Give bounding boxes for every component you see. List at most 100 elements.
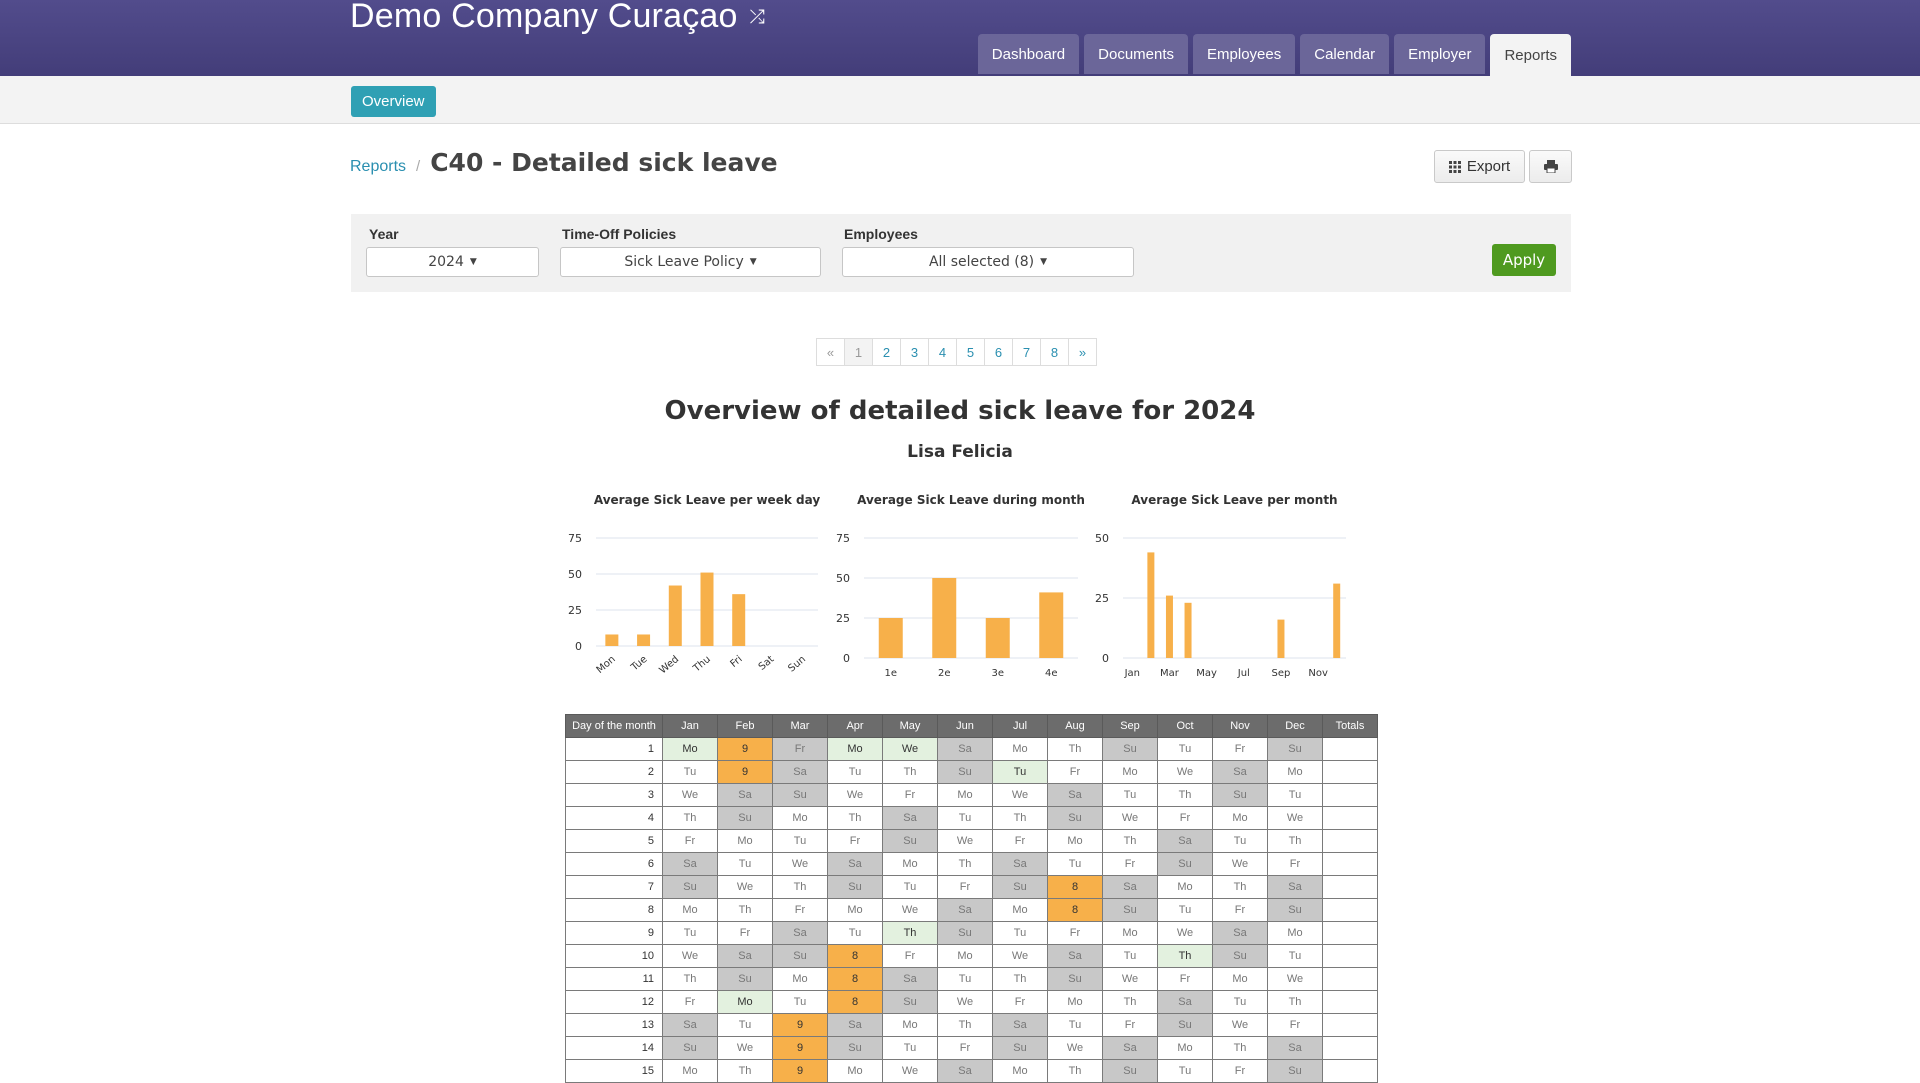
day-cell: Su — [1102, 898, 1158, 922]
x-tick-label: Jan — [1124, 668, 1140, 679]
y-tick-label: 75 — [836, 532, 850, 545]
page-5[interactable]: 5 — [956, 338, 985, 366]
table-row: 2 Tu 9 Sa Tu Th Su Tu Fr Mo We Sa Mo — [565, 760, 1378, 784]
day-cell: Sa — [1157, 990, 1213, 1014]
page-7[interactable]: 7 — [1012, 338, 1041, 366]
employees-select[interactable]: All selected (8) ▼ — [842, 247, 1134, 277]
day-cell: We — [1047, 1036, 1103, 1060]
total-cell — [1322, 898, 1378, 922]
day-cell: Tu — [1157, 737, 1213, 761]
day-cell: Fr — [1157, 967, 1213, 991]
company-switcher[interactable]: Demo Company Curaçao ⤮ — [350, 0, 765, 36]
overview-button[interactable]: Overview — [351, 86, 436, 117]
apply-button[interactable]: Apply — [1492, 244, 1556, 276]
chart-per-month-svg: Average Sick Leave per month 0 25 50 Jan Mar M… — [1095, 493, 1346, 679]
page-4[interactable]: 4 — [928, 338, 957, 366]
bar-mar — [1165, 595, 1173, 658]
day-cell: Fr — [717, 921, 773, 945]
day-cell: Th — [827, 806, 883, 830]
table-row: 11 Th Su Mo 8 Sa Tu Th Su We Fr Mo We — [565, 967, 1378, 991]
total-cell — [1322, 806, 1378, 830]
day-cell: Th — [992, 806, 1048, 830]
day-cell: Mo — [827, 737, 883, 761]
total-cell — [1322, 737, 1378, 761]
sick-leave-table: Day of the month Jan Feb Mar Apr May Jun Jul Aug… — [565, 714, 1378, 1083]
nav-tab-employees[interactable]: Employees — [1193, 34, 1296, 74]
day-cell: Fr — [882, 944, 938, 968]
main-nav: Dashboard Documents Employees Calendar E… — [977, 34, 1571, 76]
breadcrumb-reports-link[interactable]: Reports — [350, 158, 407, 175]
nav-tab-documents[interactable]: Documents — [1084, 34, 1189, 74]
table-row: 8 Mo Th Fr Mo We Sa Mo 8 Su Tu Fr Su — [565, 898, 1378, 922]
day-cell: We — [717, 1036, 773, 1060]
day-cell: Su — [772, 944, 828, 968]
table-row: 10 We Sa Su 8 Fr Mo We Sa Tu Th Su Tu — [565, 944, 1378, 968]
day-cell: Tu — [1102, 944, 1158, 968]
shuffle-icon[interactable]: ⤮ — [749, 7, 766, 28]
day-cell: Fr — [992, 829, 1048, 853]
page-3[interactable]: 3 — [900, 338, 929, 366]
day-cell: Fr — [662, 990, 718, 1014]
day-cell: Fr — [1212, 898, 1268, 922]
day-cell: Tu — [1212, 829, 1268, 853]
day-cell: Fr — [1047, 921, 1103, 945]
day-cell: Sa — [882, 967, 938, 991]
employees-value: All selected (8) — [928, 254, 1035, 270]
y-tick-label: 25 — [1095, 592, 1109, 605]
nav-tab-calendar[interactable]: Calendar — [1300, 34, 1390, 74]
day-cell: Th — [937, 852, 993, 876]
page-2[interactable]: 2 — [872, 338, 901, 366]
total-cell — [1322, 875, 1378, 899]
bar-4e — [1039, 592, 1064, 658]
day-cell: Mo — [992, 898, 1048, 922]
page-title: C40 - Detailed sick leave — [430, 148, 778, 177]
table-row: 13 Sa Tu 9 Sa Mo Th Sa Tu Fr Su We Fr — [565, 1013, 1378, 1037]
day-number: 13 — [565, 1013, 663, 1037]
day-cell: Tu — [1267, 783, 1323, 807]
page-1[interactable]: 1 — [844, 338, 873, 366]
print-button[interactable] — [1529, 150, 1572, 183]
day-cell: Fr — [662, 829, 718, 853]
day-cell: Fr — [937, 1036, 993, 1060]
nav-tab-employer[interactable]: Employer — [1394, 34, 1486, 74]
day-cell: We — [1102, 806, 1158, 830]
day-cell: We — [937, 990, 993, 1014]
day-cell: Sa — [717, 944, 773, 968]
page-prev[interactable]: « — [816, 338, 845, 366]
day-cell: Th — [717, 1059, 773, 1083]
day-number: 3 — [565, 783, 663, 807]
day-cell: Fr — [1212, 1059, 1268, 1083]
day-cell: Mo — [772, 806, 828, 830]
export-button[interactable]: Export — [1434, 150, 1525, 183]
total-cell — [1322, 783, 1378, 807]
year-select[interactable]: 2024 ▼ — [366, 247, 539, 277]
day-cell: We — [1212, 1013, 1268, 1037]
y-tick-label: 50 — [1095, 532, 1109, 545]
day-cell: We — [772, 852, 828, 876]
day-cell: Fr — [992, 990, 1048, 1014]
day-cell: Sa — [882, 806, 938, 830]
x-tick-label: Wed — [657, 654, 681, 676]
page-8[interactable]: 8 — [1040, 338, 1069, 366]
day-cell: Tu — [1047, 1013, 1103, 1037]
day-cell: Mo — [1212, 806, 1268, 830]
day-cell: Fr — [1267, 1013, 1323, 1037]
day-cell: Tu — [662, 760, 718, 784]
nav-tab-reports[interactable]: Reports — [1490, 34, 1571, 76]
day-cell: We — [992, 944, 1048, 968]
nav-tab-dashboard[interactable]: Dashboard — [977, 34, 1080, 74]
day-cell: Mo — [1212, 967, 1268, 991]
y-tick-label: 0 — [1102, 652, 1109, 665]
policy-select[interactable]: Sick Leave Policy ▼ — [560, 247, 821, 277]
day-cell: Mo — [662, 737, 718, 761]
page-6[interactable]: 6 — [984, 338, 1013, 366]
total-cell — [1322, 1013, 1378, 1037]
day-cell: Sa — [717, 783, 773, 807]
day-cell: Sa — [1102, 875, 1158, 899]
day-cell: We — [1102, 967, 1158, 991]
day-cell: 9 — [772, 1013, 828, 1037]
day-cell: Su — [1157, 1013, 1213, 1037]
page-next[interactable]: » — [1068, 338, 1097, 366]
day-cell: Su — [1047, 806, 1103, 830]
company-name[interactable]: Demo Company Curaçao — [350, 0, 738, 35]
